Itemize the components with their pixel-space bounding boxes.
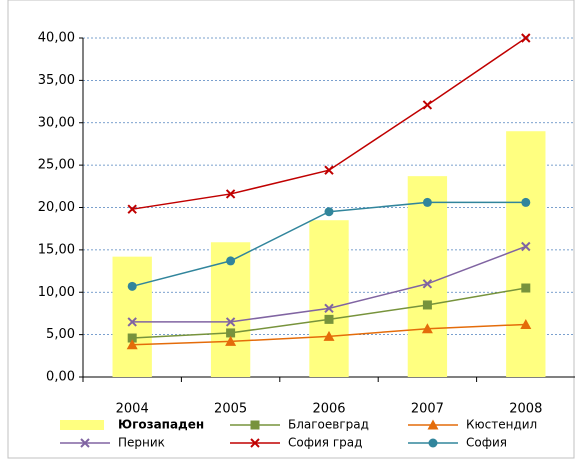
legend-label: Югозападен xyxy=(118,418,204,432)
legend-label: Кюстендил xyxy=(466,418,537,432)
point xyxy=(521,241,531,252)
legend-label: Благоевград xyxy=(288,418,369,432)
point xyxy=(324,314,334,324)
legend-label: София град xyxy=(288,436,362,450)
bar xyxy=(506,131,546,377)
y-tick-label: 35,00 xyxy=(38,73,75,88)
point xyxy=(127,333,137,343)
point xyxy=(226,328,236,338)
y-tick-label: 30,00 xyxy=(38,115,75,130)
legend-marker xyxy=(80,438,90,448)
point xyxy=(422,100,433,110)
point xyxy=(422,279,433,289)
point xyxy=(225,317,236,327)
legend-marker xyxy=(427,419,439,430)
x-tick-label: 2006 xyxy=(312,402,345,417)
legend-marker xyxy=(428,438,438,448)
point xyxy=(520,318,532,329)
y-tick-label: 40,00 xyxy=(38,31,75,46)
point xyxy=(323,330,335,341)
bar xyxy=(407,176,448,377)
x-tick-label: 2004 xyxy=(116,402,149,417)
x-tick-label: 2008 xyxy=(509,402,542,417)
point xyxy=(127,281,137,291)
point xyxy=(126,339,138,350)
y-tick-label: 25,00 xyxy=(38,158,75,173)
bar xyxy=(112,256,152,377)
chart-frame xyxy=(7,0,575,459)
point xyxy=(421,323,433,334)
point xyxy=(521,33,531,43)
point xyxy=(422,197,432,207)
y-tick-label: 15,00 xyxy=(38,242,75,257)
x-tick-label: 2005 xyxy=(214,402,247,417)
point xyxy=(226,256,236,266)
point xyxy=(324,165,334,175)
y-tick-label: 0,00 xyxy=(46,370,75,385)
point xyxy=(127,204,137,214)
legend-marker xyxy=(250,438,260,448)
point xyxy=(324,303,334,314)
point xyxy=(521,197,531,207)
point xyxy=(225,189,236,199)
point xyxy=(225,335,237,346)
y-tick-label: 20,00 xyxy=(38,200,75,215)
legend-swatch xyxy=(60,420,104,430)
point xyxy=(521,283,531,293)
point xyxy=(324,207,334,217)
y-tick-label: 10,00 xyxy=(38,285,75,300)
x-tick-label: 2007 xyxy=(411,402,444,417)
legend-label: София xyxy=(466,436,507,450)
legend-label: Перник xyxy=(118,436,165,450)
y-tick-label: 5,00 xyxy=(46,327,75,342)
point xyxy=(422,300,432,310)
legend-marker xyxy=(250,420,260,430)
point xyxy=(127,317,137,327)
bar xyxy=(309,220,349,377)
